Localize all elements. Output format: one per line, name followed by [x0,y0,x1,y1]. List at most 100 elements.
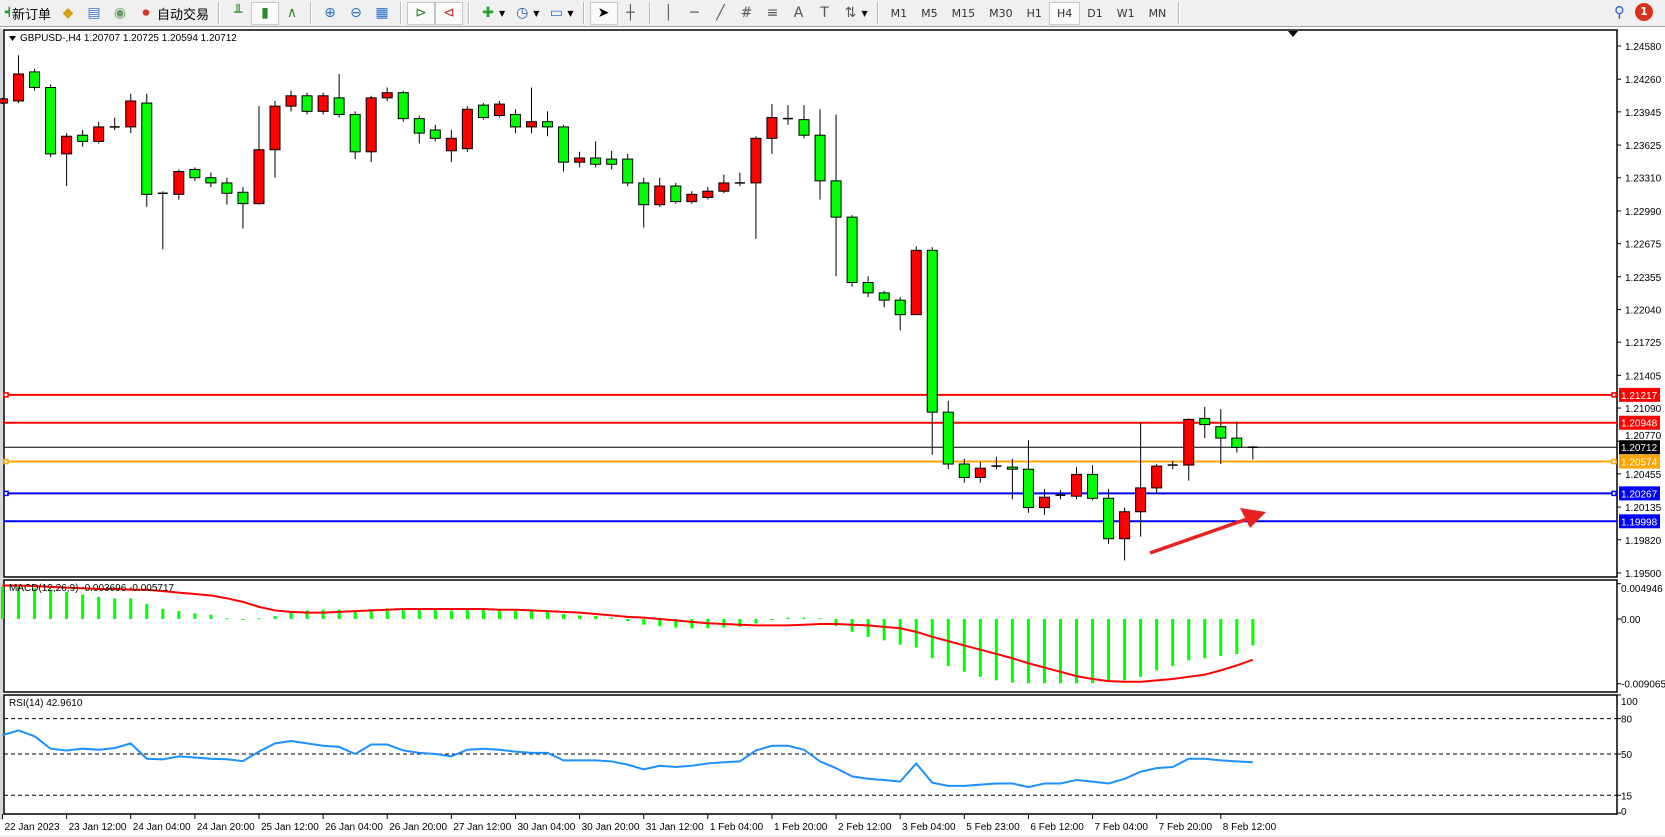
market-watch-button[interactable]: ◆ [55,2,81,25]
zoom-out-button[interactable]: ⊖ [343,2,369,25]
chevron-down-icon: ▼ [567,8,574,18]
timeframe-m15[interactable]: M15 [951,6,976,20]
candlestick-button[interactable]: ▮ [251,1,280,25]
candle-body [13,73,25,102]
candle-body [1183,418,1195,466]
arrows-icon: ⇅ [844,5,857,21]
candle [253,106,265,205]
text-label-button[interactable]: T [812,2,838,25]
candle [285,90,297,112]
time-tick-label: 31 Jan 12:00 [646,822,704,833]
line-handle-right[interactable] [1611,392,1617,398]
timeframe-bar: M1 M5 M15 M30 H1 H4 D1 W1 MN [884,1,1174,25]
auto-trading-button[interactable]: ⏺ 自动交易 [133,2,213,25]
line-handle-right[interactable] [1611,458,1617,465]
fibo-retracement-button[interactable]: ≡ [760,2,786,25]
trend-arrow[interactable] [1149,516,1251,555]
price-tick-label: 1.21405 [1625,371,1662,382]
macd-histogram-bar [626,619,630,622]
candle [93,121,105,144]
macd-histogram-bar [786,617,790,619]
price-tick-label: 1.24580 [1625,42,1662,53]
collapse-triangle-icon[interactable] [9,36,16,41]
macd-histogram-bar [225,618,229,620]
macd-histogram-bar [754,619,758,624]
line-handle-right[interactable] [1611,490,1617,497]
search-icon[interactable]: ⚲ [1614,3,1625,21]
candle [622,153,634,187]
macd-histogram-bar [978,619,982,677]
candle-body [237,191,249,205]
macd-tick-label: 0.00 [1621,615,1641,626]
candle-body [397,92,409,120]
navigator-button[interactable]: ▤ [81,2,107,25]
cursor-button[interactable]: ➤ [589,1,618,25]
timeframe-d1[interactable]: D1 [1087,6,1103,20]
text-label-icon: T [820,5,829,21]
timeframe-h4[interactable]: H4 [1048,1,1081,25]
indicators-button[interactable]: ✚ ▼ [475,2,509,25]
crosshair-button[interactable]: ┼ [618,2,644,25]
price-line-label: 1.20267 [1621,489,1658,500]
timeframe-mn[interactable]: MN [1148,6,1167,20]
trendline-button[interactable]: ╱ [708,2,734,25]
arrows-button[interactable]: ⇅ ▼ [838,2,872,25]
timeframe-m1[interactable]: M1 [890,6,908,20]
line-handle-left[interactable] [3,490,9,497]
candle-body [0,98,8,104]
periods-button[interactable]: ◷ ▼ [509,2,543,25]
vertical-line-button[interactable]: │ [656,2,682,25]
bar-chart-button[interactable]: ╨ [225,2,251,25]
fibo-channel-button[interactable]: # [734,2,760,25]
timeframe-w1[interactable]: W1 [1116,6,1135,20]
macd-histogram-bar [97,596,101,619]
line-chart-button[interactable]: ∧ [279,2,305,25]
macd-histogram-bar [658,619,662,627]
notification-icon[interactable]: 1 [1635,3,1653,21]
candle-body [333,97,345,115]
timeframe-m30[interactable]: M30 [989,6,1013,20]
macd-histogram-bar [914,619,918,648]
timeframe-m5[interactable]: M5 [921,6,938,20]
candle [670,182,682,204]
candle-body [574,157,586,163]
candle-body [1199,417,1211,426]
candle [1038,488,1050,515]
toolbar-separator [648,2,651,24]
candle [205,172,217,188]
candle [766,104,778,154]
chart-shift-button[interactable]: ⊲ [435,1,464,25]
candle-body [1215,426,1227,439]
templates-button[interactable]: ▭ ▼ [543,2,577,25]
macd-histogram-bar [546,611,550,619]
macd-histogram-bar [946,619,950,667]
zoom-in-button[interactable]: ⊕ [317,2,343,25]
candle [141,93,153,207]
candle [45,84,57,157]
candle-body [846,216,858,284]
candle-body [445,137,457,152]
new-order-button[interactable]: ✚ 新订单 [0,2,55,25]
time-tick-label: 27 Jan 12:00 [453,822,511,833]
horizontal-line-button[interactable]: ─ [682,2,708,25]
chart-shift-marker[interactable] [1288,31,1298,37]
market-watch-icon: ◆ [62,5,74,21]
line-handle-left[interactable] [3,458,9,465]
macd-histogram-bar [81,594,85,619]
candle-body [590,157,602,165]
text-button[interactable]: A [786,2,812,25]
tile-windows-button[interactable]: ▦ [369,2,395,25]
candle-body [798,119,810,136]
candle [381,87,393,101]
auto-scroll-button[interactable]: ⊳ [407,1,436,25]
trend-arrow-head[interactable] [1240,508,1266,528]
macd-histogram-bar [1058,619,1062,684]
macd-histogram-bar [353,610,357,619]
line-handle-left[interactable] [3,392,9,398]
fibo-channel-icon: # [740,5,753,21]
signals-button[interactable]: ◉ [107,2,133,25]
candle-body [477,104,489,119]
timeframe-h1[interactable]: H1 [1026,6,1042,20]
candle [125,93,137,134]
